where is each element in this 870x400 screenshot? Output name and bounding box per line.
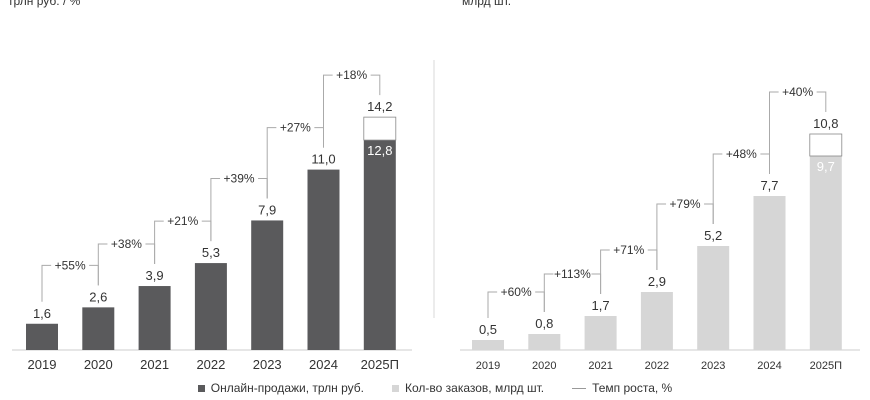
legend-item-sales: Онлайн-продажи, трлн руб. [197,381,364,395]
right-bar-forecast-total [809,133,843,157]
right-tick-2: 2021 [588,360,612,372]
left-forecast-total-label: 14,2 [367,99,392,114]
right-value-label-5: 7,7 [760,178,778,193]
left-growth-label-4: +27% [280,121,311,135]
legend-label-growth: Темп роста, % [592,381,673,395]
legend-swatch-orders [392,384,399,392]
left-bar-1 [82,307,115,350]
right-growth-label-2: +71% [613,243,644,257]
left-value-label-2: 3,9 [146,268,164,283]
left-bar-3 [194,263,227,350]
left-chart-units: трлн руб. / % [8,0,81,8]
right-growth-label-bg-0 [497,284,536,300]
right-tick-1: 2020 [532,360,556,372]
right-forecast-total-label: 10,8 [813,116,838,131]
left-tick-2: 2021 [140,357,169,372]
legend-label-orders: Кол-во заказов, млрд шт. [405,381,545,395]
right-value-label-0: 0,5 [479,322,497,337]
left-tick-0: 2019 [28,357,57,372]
right-chart-units: млрд шт. [462,0,512,8]
right-value-label-4: 5,2 [704,228,722,243]
right-tick-5: 2024 [757,360,781,372]
left-growth-label-bg-5 [332,67,371,84]
right-growth-label-0: +60% [501,285,532,299]
left-growth-label-bg-2 [163,213,202,230]
left-tick-3: 2022 [196,357,225,372]
left-growth-label-bg-3 [220,170,259,187]
right-tick-4: 2023 [701,360,725,372]
left-tick-4: 2023 [253,357,282,372]
right-growth-label-bg-5 [778,84,817,100]
right-growth-label-bg-4 [722,146,761,162]
right-growth-label-3: +79% [670,197,701,211]
left-value-label-4: 7,9 [258,202,276,217]
legend-swatch-sales [197,384,205,392]
left-value-label-6: 12,8 [367,143,392,158]
left-bar-forecast-total [363,116,397,141]
right-growth-label-5: +40% [782,85,813,99]
left-growth-label-3: +39% [224,171,255,185]
left-growth-label-bg-1 [107,236,146,253]
right-value-label-1: 0,8 [535,316,553,331]
left-bar-2 [138,286,171,350]
legend-item-orders: Кол-во заказов, млрд шт. [392,381,544,395]
right-growth-label-4: +48% [726,147,757,161]
right-tick-6: 2025П [810,360,842,372]
left-value-label-1: 2,6 [89,289,107,304]
legend-swatch-growth [572,387,587,389]
right-bar-0 [472,340,504,350]
left-bar-6 [363,140,396,350]
right-growth-label-bg-3 [666,196,705,212]
right-growth-label-bg-1 [553,266,592,282]
left-tick-5: 2024 [309,357,338,372]
left-growth-label-2: +21% [167,214,198,228]
right-bar-4 [697,246,730,350]
left-growth-label-5: +18% [336,68,367,82]
legend-label-sales: Онлайн-продажи, трлн руб. [210,381,364,395]
right-value-label-2: 1,7 [592,298,610,313]
left-value-label-0: 1,6 [33,306,51,321]
right-value-label-6: 9,7 [817,159,835,174]
right-growth-label-bg-2 [609,242,648,258]
left-value-label-3: 5,3 [202,245,220,260]
left-bar-5 [307,169,340,350]
left-tick-6: 2025П [361,357,399,372]
left-growth-label-0: +55% [55,258,86,272]
legend: Онлайн-продажи, трлн руб. Кол-во заказов… [0,381,870,395]
right-growth-label-1: +113% [554,267,591,281]
legend-item-growth: Темп роста, % [572,381,672,395]
right-tick-0: 2019 [476,360,500,372]
right-tick-3: 2022 [645,360,669,372]
left-growth-label-bg-4 [276,119,315,136]
right-bar-3 [640,292,673,350]
left-value-label-5: 11,0 [311,152,335,167]
left-growth-label-bg-0 [51,257,90,274]
left-tick-1: 2020 [84,357,113,372]
right-value-label-3: 2,9 [648,274,666,289]
left-growth-label-1: +38% [111,237,142,251]
left-bar-0 [26,323,58,350]
right-bar-5 [753,196,786,350]
right-bar-6 [809,156,842,350]
right-bar-1 [528,334,561,350]
right-bar-2 [584,316,617,350]
left-bar-4 [251,220,284,350]
